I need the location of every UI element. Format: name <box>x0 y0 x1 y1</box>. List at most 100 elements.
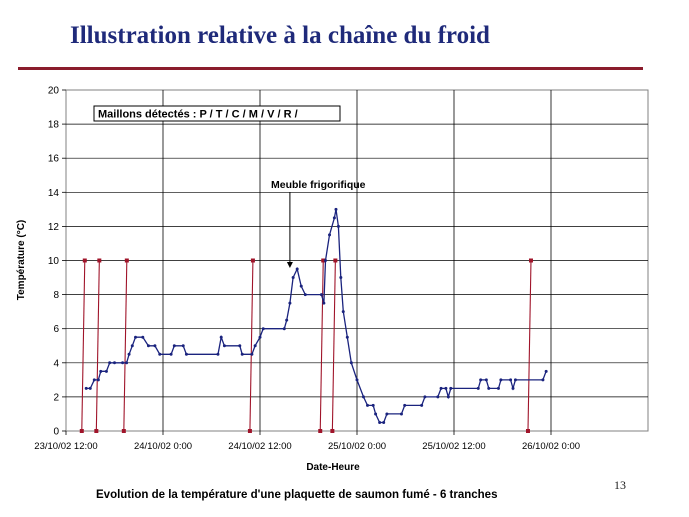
chart-caption: Evolution de la température d'une plaque… <box>96 489 498 501</box>
data-point <box>169 352 173 356</box>
data-point <box>479 378 483 382</box>
data-point <box>444 386 448 390</box>
data-point <box>449 386 453 390</box>
data-point <box>153 344 157 348</box>
y-tick-label: 18 <box>48 120 60 131</box>
y-axis-label: Température (°C) <box>16 220 27 301</box>
data-point <box>222 344 226 348</box>
y-tick-label: 4 <box>53 358 59 369</box>
event-marker <box>333 258 338 263</box>
data-point <box>104 369 108 373</box>
event-line <box>319 260 324 432</box>
y-tick-label: 20 <box>48 86 60 97</box>
data-point <box>334 207 338 211</box>
y-tick-label: 2 <box>53 392 59 403</box>
data-point <box>541 378 545 382</box>
x-tick-labels: 23/10/02 12:00 24/10/02 0:00 24/10/02 12:0… <box>34 431 580 452</box>
series-line <box>86 209 547 424</box>
event-line <box>331 260 336 432</box>
annotation-box <box>93 105 341 122</box>
y-tick-label: 10 <box>48 256 60 267</box>
data-point <box>130 344 134 348</box>
y-tick-label: 6 <box>53 324 59 335</box>
data-point <box>484 378 488 382</box>
data-point <box>113 361 116 365</box>
event-marker <box>247 429 252 433</box>
data-point <box>158 352 162 356</box>
data-point <box>291 276 295 280</box>
event-marker <box>97 258 102 263</box>
y-tick-label: 12 <box>48 222 60 233</box>
data-point <box>476 386 480 390</box>
data-point <box>385 412 389 416</box>
data-point <box>261 327 265 331</box>
data-point <box>282 327 286 331</box>
title-rule <box>18 67 643 70</box>
event-line <box>95 260 100 432</box>
data-point <box>134 335 138 339</box>
data-point <box>403 403 407 407</box>
data-point <box>127 352 131 356</box>
y-tick-labels: 0 2 4 6 8 10 12 14 16 18 20 <box>48 86 66 438</box>
event-marker <box>525 429 530 433</box>
data-point <box>108 361 112 365</box>
data-point <box>295 267 299 271</box>
data-point <box>121 361 125 365</box>
data-point <box>544 369 548 373</box>
data-point <box>323 259 327 262</box>
data-point <box>319 293 323 297</box>
data-point <box>423 395 427 399</box>
event-marker <box>121 429 126 433</box>
data-point <box>96 378 100 382</box>
data-point <box>240 352 244 356</box>
data-point <box>238 344 242 348</box>
data-point <box>125 361 129 365</box>
event-lines <box>79 258 533 433</box>
data-point <box>141 335 145 339</box>
event-line <box>123 260 128 432</box>
data-point <box>382 420 386 424</box>
data-point <box>285 318 289 322</box>
data-point <box>181 344 185 348</box>
x-tick-label: 24/10/02 12:00 <box>228 441 291 452</box>
event-marker <box>318 429 323 433</box>
data-point <box>299 284 303 288</box>
grid <box>66 90 648 431</box>
data-point <box>439 386 443 390</box>
data-point <box>99 369 103 373</box>
event-marker <box>321 258 326 263</box>
annotation-arrow-head <box>286 262 293 269</box>
data-point <box>336 224 340 228</box>
data-point <box>253 344 257 348</box>
event-marker <box>124 258 129 263</box>
slide-title: Illustration relative à la chaîne du fro… <box>70 22 490 49</box>
data-point <box>420 403 424 407</box>
event-line <box>527 260 532 432</box>
event-marker <box>250 258 255 263</box>
data-point <box>374 412 378 416</box>
data-point <box>513 378 517 382</box>
annotation-label: Meuble frigorifique <box>271 179 366 191</box>
x-tick-label: 23/10/02 12:00 <box>34 441 97 452</box>
data-point <box>446 395 450 399</box>
x-tick-label: 24/10/02 0:00 <box>134 441 192 452</box>
annotation-arrow <box>286 192 293 269</box>
data-point <box>328 233 332 237</box>
y-tick-label: 8 <box>53 290 59 301</box>
data-point <box>349 361 353 365</box>
data-point <box>250 352 254 356</box>
data-point <box>499 378 503 382</box>
event-marker <box>94 429 99 433</box>
event-marker <box>82 258 87 263</box>
data-point <box>184 352 188 356</box>
page-number: 13 <box>614 478 626 492</box>
data-point <box>366 403 370 407</box>
data-point <box>371 403 375 407</box>
x-axis-label: Date-Heure <box>306 462 360 473</box>
data-point <box>378 420 382 424</box>
event-marker <box>79 429 84 433</box>
data-point <box>322 301 326 305</box>
data-point <box>361 395 365 399</box>
x-tick-label: 26/10/02 0:00 <box>522 441 580 452</box>
series-group <box>84 207 548 424</box>
